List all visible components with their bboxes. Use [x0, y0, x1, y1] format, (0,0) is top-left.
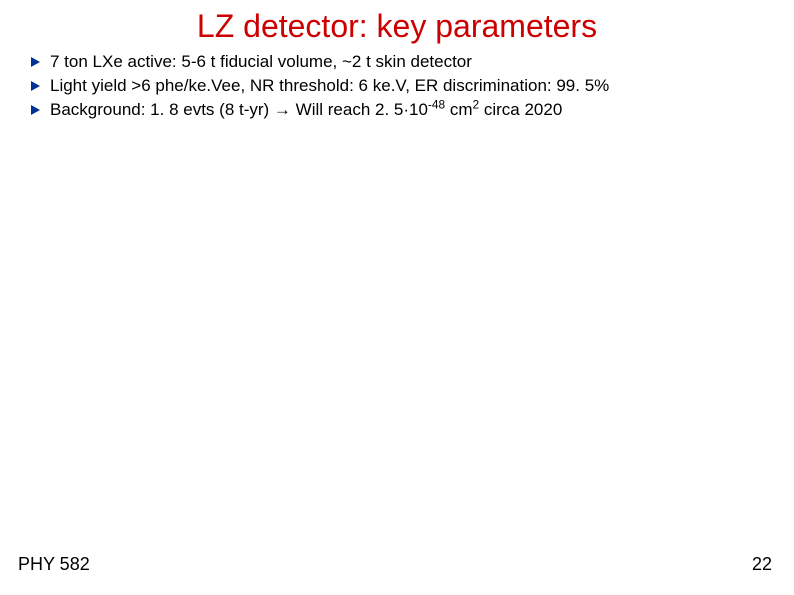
- bullet-text: Background: 1. 8 evts (8 t-yr) → Will re…: [50, 99, 562, 121]
- bullet-triangle-icon: [30, 79, 42, 97]
- bullet-list: 7 ton LXe active: 5-6 t fiducial volume,…: [0, 51, 794, 121]
- list-item: 7 ton LXe active: 5-6 t fiducial volume,…: [30, 51, 774, 73]
- list-item: Light yield >6 phe/ke.Vee, NR threshold:…: [30, 75, 774, 97]
- bullet-triangle-icon: [30, 55, 42, 73]
- list-item: Background: 1. 8 evts (8 t-yr) → Will re…: [30, 99, 774, 121]
- bullet-text: 7 ton LXe active: 5-6 t fiducial volume,…: [50, 51, 472, 73]
- footer-page-number: 22: [752, 554, 772, 575]
- footer-course-code: PHY 582: [18, 554, 90, 575]
- bullet-triangle-icon: [30, 103, 42, 121]
- bullet-text: Light yield >6 phe/ke.Vee, NR threshold:…: [50, 75, 609, 97]
- page-title: LZ detector: key parameters: [0, 0, 794, 51]
